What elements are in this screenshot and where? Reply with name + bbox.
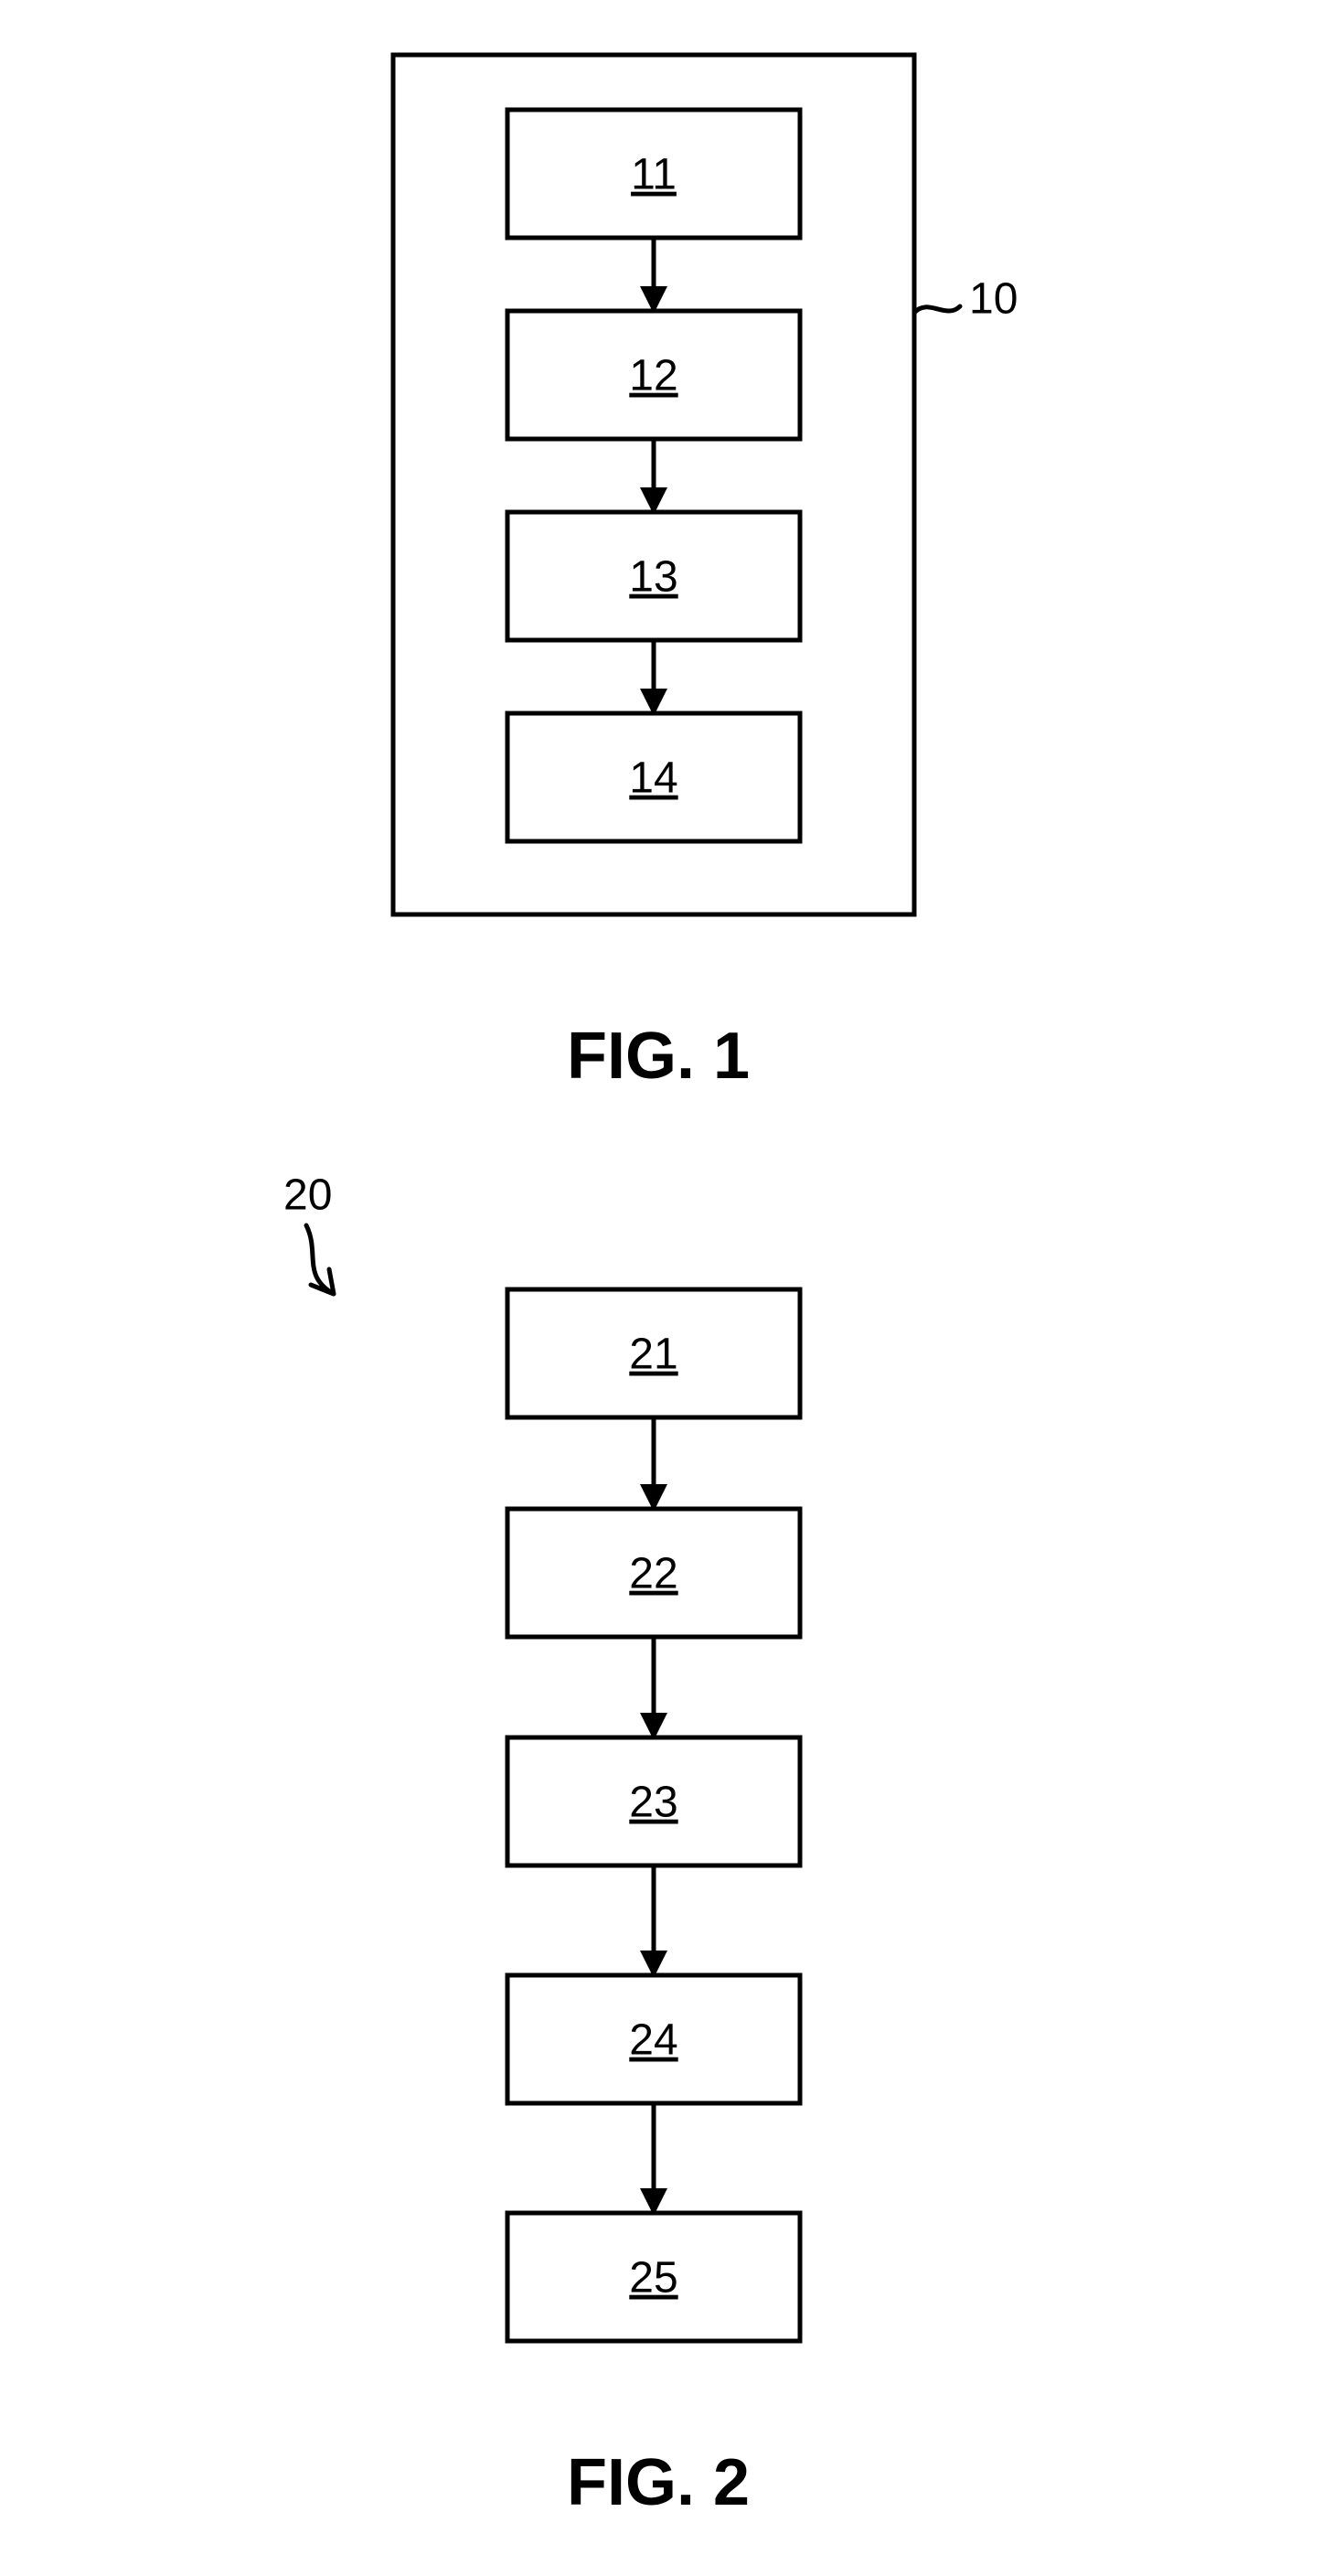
figure2-node-22: 22 <box>507 1509 800 1637</box>
figure2-ref-leader <box>306 1225 334 1294</box>
figure1-caption: FIG. 1 <box>567 1020 750 1093</box>
figure1-node-13: 13 <box>507 512 800 640</box>
figure1-node-11-label: 11 <box>631 151 677 199</box>
figure2-ref-label: 20 <box>283 1171 332 1220</box>
figure1-node-11: 11 <box>507 110 800 238</box>
figure1-node-14-label: 14 <box>629 754 677 803</box>
figure1-node-14: 14 <box>507 713 800 841</box>
diagram-canvas: 11 12 13 14 10 FIG. 1 21 22 23 24 25 20 FIG. 2 <box>0 0 1322 2576</box>
figure1-ref-leader <box>914 306 960 313</box>
figure1-node-12: 12 <box>507 311 800 439</box>
figure2-node-25: 25 <box>507 2213 800 2341</box>
figure1-node-12-label: 12 <box>629 352 677 401</box>
figure2-node-25-label: 25 <box>629 2254 677 2303</box>
figure1: 11 12 13 14 10 FIG. 1 <box>393 55 1018 1093</box>
figure2-caption: FIG. 2 <box>567 2446 750 2519</box>
figure1-ref-label: 10 <box>969 275 1018 324</box>
figure1-node-13-label: 13 <box>629 553 677 602</box>
figure2-node-21: 21 <box>507 1289 800 1417</box>
figure2-node-21-label: 21 <box>629 1331 677 1379</box>
figure2-node-22-label: 22 <box>629 1550 677 1598</box>
figure2: 21 22 23 24 25 20 FIG. 2 <box>283 1171 800 2519</box>
figure2-node-24: 24 <box>507 1975 800 2103</box>
figure2-node-23-label: 23 <box>629 1779 677 1827</box>
figure2-node-24-label: 24 <box>629 2016 677 2065</box>
figure2-node-23: 23 <box>507 1737 800 1865</box>
